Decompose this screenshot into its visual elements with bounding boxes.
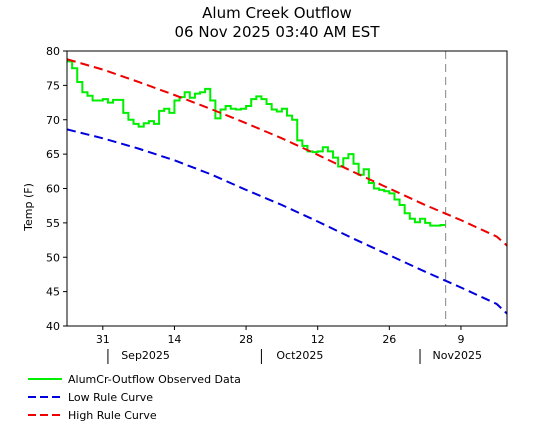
- legend-entry-label: Low Rule Curve: [68, 391, 153, 404]
- chart-subtitle: 06 Nov 2025 03:40 AM EST: [175, 23, 381, 41]
- x-day-tick-label: 9: [457, 333, 464, 346]
- series-line-2: [66, 58, 508, 247]
- x-day-tick-label: 12: [311, 333, 325, 346]
- legend-entry-label: AlumCr-Outflow Observed Data: [68, 373, 241, 386]
- series-line-0: [67, 60, 446, 227]
- x-month-label: Nov2025: [433, 349, 482, 362]
- y-tick-label: 50: [46, 251, 60, 264]
- x-day-tick-label: 31: [96, 333, 110, 346]
- x-month-label: Sep2025: [121, 349, 170, 362]
- y-tick-label: 75: [46, 79, 60, 92]
- x-day-tick-label: 26: [382, 333, 396, 346]
- chart-title: Alum Creek Outflow: [202, 4, 352, 22]
- x-month-label: Oct2025: [276, 349, 323, 362]
- plot-frame: [66, 50, 508, 327]
- plot-area: [66, 51, 508, 326]
- y-tick-label: 80: [46, 45, 60, 58]
- x-day-tick-label: 28: [239, 333, 253, 346]
- y-tick-label: 40: [46, 320, 60, 333]
- y-tick-label: 65: [46, 148, 60, 161]
- y-tick-label: 45: [46, 286, 60, 299]
- y-axis-label: Temp (F): [22, 183, 35, 232]
- axes: 40 45 50 55 60 65 70 75 80 31 14 28 12 26 9 Sep2025 Oct2…: [46, 45, 508, 364]
- legend: AlumCr-Outflow Observed Data Low Rule Cur…: [28, 373, 241, 422]
- y-tick-label: 70: [46, 114, 60, 127]
- series-line-1: [66, 128, 508, 315]
- y-tick-label: 55: [46, 217, 60, 230]
- y-tick-label: 60: [46, 183, 60, 196]
- x-day-tick-label: 14: [167, 333, 181, 346]
- legend-entry-label: High Rule Curve: [68, 409, 157, 422]
